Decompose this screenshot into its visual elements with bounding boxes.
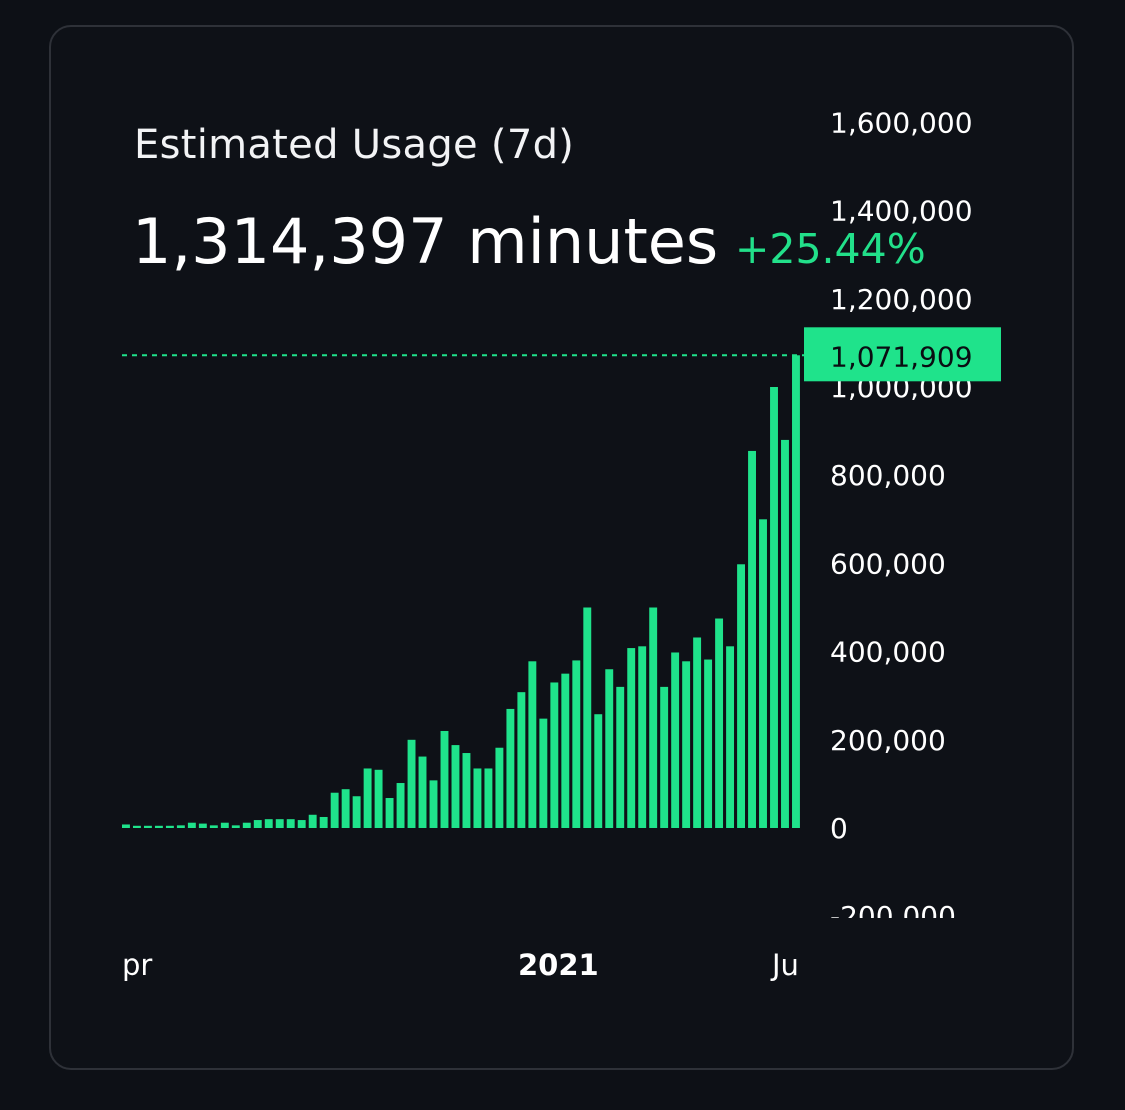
y-tick-label: -200,000: [830, 900, 956, 933]
bar: [726, 646, 735, 828]
x-tick-label: Ju: [770, 948, 799, 982]
y-tick-label: 1,200,000: [830, 283, 973, 316]
y-tick-label: 200,000: [830, 724, 946, 757]
last-value-marker: 1,071,909: [122, 327, 1001, 382]
bar: [187, 822, 196, 828]
bar: [572, 660, 581, 828]
bar: [605, 669, 614, 828]
bar: [583, 607, 592, 828]
bar: [418, 756, 427, 828]
bar: [231, 825, 240, 828]
bar: [143, 825, 152, 828]
change-percent: +25.44%: [735, 225, 926, 273]
bars-layer: [122, 355, 800, 828]
bar: [660, 686, 669, 828]
y-tick-label: 600,000: [830, 547, 946, 580]
bar: [561, 673, 570, 828]
bar: [198, 823, 207, 828]
bar: [385, 798, 394, 828]
y-tick-label: 1,400,000: [830, 195, 973, 228]
x-axis: pr 2021 Ju: [122, 948, 799, 982]
bar: [154, 825, 163, 828]
bar: [616, 686, 625, 828]
bar: [330, 792, 339, 828]
bar: [396, 783, 405, 828]
bar: [506, 708, 515, 828]
y-tick-label: 0: [830, 812, 848, 845]
bar: [539, 718, 548, 828]
bar: [407, 739, 416, 828]
bar: [759, 519, 767, 828]
bar: [319, 816, 328, 828]
bar: [253, 820, 262, 828]
bar: [462, 753, 471, 828]
bar: [264, 819, 273, 828]
bar: [737, 564, 746, 828]
bar: [209, 825, 218, 828]
bar: [770, 387, 778, 828]
card-title: Estimated Usage (7d): [134, 122, 575, 168]
y-tick-label: 1,600,000: [830, 106, 973, 139]
y-axis: -200,000 0 200,000 400,000 600,000 800,000 1,0…: [830, 106, 973, 933]
bar: [308, 814, 317, 828]
bar: [132, 825, 141, 828]
bar: [517, 692, 526, 828]
bar: [429, 780, 438, 828]
bar: [550, 682, 559, 828]
bar: [682, 661, 691, 828]
bar: [341, 789, 350, 828]
bar: [473, 768, 482, 828]
bar: [374, 769, 383, 828]
bar: [297, 820, 306, 828]
bar: [165, 825, 174, 828]
bar: [594, 714, 603, 828]
bar: [638, 646, 647, 828]
bar: [286, 819, 295, 828]
bar: [748, 450, 756, 828]
bar: [363, 768, 372, 828]
bar: [792, 355, 800, 828]
bar: [242, 822, 251, 828]
bar: [495, 747, 504, 828]
bar: [122, 824, 130, 828]
bar: [649, 607, 658, 828]
bar: [671, 652, 680, 828]
y-tick-label: 800,000: [830, 459, 946, 492]
last-value-label: 1,071,909: [830, 340, 973, 373]
last-value-badge: [804, 327, 1001, 382]
bar: [704, 659, 713, 828]
bar: [451, 745, 460, 828]
bar: [781, 439, 789, 828]
y-tick-label: 400,000: [830, 636, 946, 669]
x-tick-label: 2021: [518, 948, 599, 982]
bar: [220, 822, 229, 828]
bar: [528, 661, 537, 828]
usage-value: 1,314,397 minutes: [132, 205, 719, 278]
bar: [484, 768, 493, 828]
x-tick-label: pr: [122, 948, 152, 982]
bar: [176, 825, 185, 828]
bar: [440, 730, 449, 828]
usage-card: [49, 25, 1074, 1070]
bar: [627, 648, 636, 828]
bar: [715, 618, 724, 828]
bar: [275, 819, 284, 828]
bar: [693, 637, 702, 828]
bar: [352, 796, 361, 828]
